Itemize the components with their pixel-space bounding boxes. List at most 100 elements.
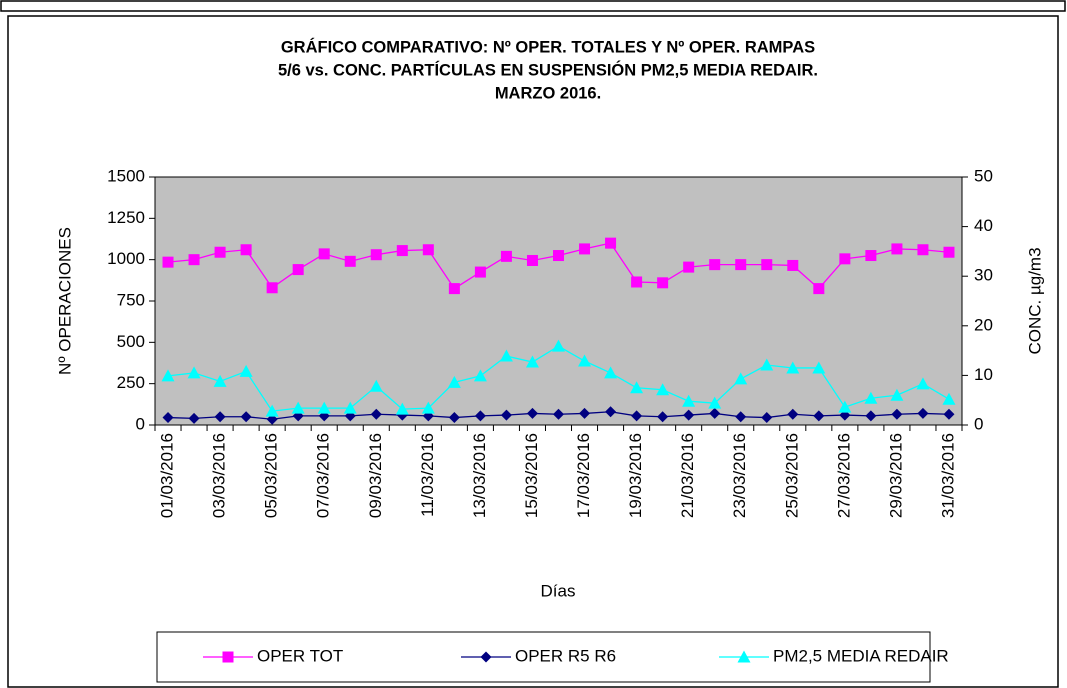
data-point — [214, 246, 226, 258]
y-tick-label: 0 — [136, 414, 145, 433]
data-point — [422, 244, 434, 256]
data-point — [370, 408, 382, 420]
y-tick-label: 250 — [117, 373, 145, 392]
data-point — [265, 404, 279, 417]
data-point — [656, 383, 670, 396]
x-tick-label: 01/03/2016 — [158, 433, 177, 518]
data-point — [553, 408, 564, 420]
data-point — [500, 250, 512, 262]
legend-label: OPER R5 R6 — [515, 646, 616, 665]
x-tick-label: 13/03/2016 — [470, 433, 489, 518]
x-tick-label: 31/03/2016 — [938, 433, 957, 518]
data-point — [526, 254, 538, 266]
data-point — [214, 411, 226, 423]
data-point — [187, 366, 201, 379]
data-point — [239, 364, 253, 377]
data-point — [318, 248, 330, 260]
data-point — [943, 246, 955, 258]
x-tick-label: 25/03/2016 — [782, 433, 801, 518]
data-point — [761, 259, 773, 271]
data-point — [162, 412, 174, 424]
data-point — [500, 409, 512, 421]
data-point — [734, 372, 748, 385]
y-tick-label: 750 — [117, 290, 145, 309]
legend — [156, 631, 931, 683]
data-point — [162, 256, 174, 268]
data-point — [474, 410, 486, 422]
y2-tick-label: 10 — [974, 365, 993, 384]
y-tick-label: 500 — [117, 332, 145, 351]
data-point — [421, 401, 435, 414]
y2-tick-label: 40 — [974, 216, 993, 235]
x-tick-label: 09/03/2016 — [366, 433, 385, 518]
x-tick-label: 27/03/2016 — [834, 433, 853, 518]
data-point — [682, 394, 696, 407]
y2-tick-label: 20 — [974, 315, 993, 334]
data-point — [657, 411, 669, 423]
x-tick-label: 03/03/2016 — [210, 433, 229, 518]
data-point — [553, 250, 564, 262]
data-point — [812, 361, 826, 374]
top-frame — [0, 0, 1066, 12]
data-point — [448, 283, 460, 295]
y2-tick-label: 30 — [974, 266, 993, 285]
data-point — [630, 381, 644, 394]
data-point — [526, 407, 538, 419]
plot-area — [154, 176, 963, 426]
x-tick-label: 11/03/2016 — [418, 433, 437, 517]
data-point — [709, 407, 721, 419]
data-point — [578, 354, 592, 367]
data-point — [683, 409, 695, 421]
x-tick-label: 21/03/2016 — [678, 433, 697, 518]
data-point — [605, 406, 617, 418]
x-tick-label: 29/03/2016 — [886, 433, 905, 518]
x-axis-label: Días — [541, 581, 576, 600]
y-tick-label: 1500 — [107, 166, 145, 185]
data-point — [916, 377, 930, 390]
data-point — [343, 401, 357, 414]
data-point — [579, 243, 591, 255]
data-point — [240, 411, 252, 423]
legend-marker — [480, 651, 492, 663]
data-point — [344, 255, 356, 267]
data-point — [891, 408, 903, 420]
data-point — [395, 402, 409, 415]
data-point — [240, 244, 252, 256]
data-point — [188, 254, 200, 266]
data-point — [291, 401, 305, 414]
data-point — [631, 276, 643, 288]
data-point — [552, 339, 565, 352]
data-point — [499, 349, 513, 362]
data-point — [448, 412, 460, 424]
chart-title: 5/6 vs. CONC. PARTÍCULAS EN SUSPENSIÓN P… — [278, 60, 818, 79]
data-point — [787, 408, 799, 420]
x-tick-label: 07/03/2016 — [314, 433, 333, 518]
x-tick-label: 05/03/2016 — [262, 433, 281, 518]
data-point — [161, 369, 175, 382]
data-point — [188, 412, 200, 424]
data-point — [838, 400, 852, 413]
data-point — [605, 237, 617, 249]
data-point — [761, 412, 773, 424]
y-tick-label: 1250 — [107, 208, 145, 227]
data-point — [396, 245, 408, 257]
data-point — [266, 282, 278, 294]
data-point — [865, 250, 877, 262]
data-point — [943, 408, 955, 420]
data-point — [787, 259, 799, 271]
data-point — [657, 277, 669, 289]
data-point — [709, 259, 721, 271]
data-point — [917, 407, 929, 419]
data-point — [474, 266, 486, 278]
data-point — [942, 392, 956, 405]
data-point — [473, 369, 487, 382]
data-point — [683, 261, 695, 273]
data-point — [917, 244, 929, 256]
legend-label: PM2,5 MEDIA REDAIR — [773, 646, 949, 665]
y2-tick-label: 50 — [974, 166, 993, 185]
x-tick-label: 15/03/2016 — [522, 433, 541, 518]
data-point — [786, 361, 800, 374]
legend-label: OPER TOT — [257, 646, 343, 665]
data-point — [813, 410, 825, 422]
